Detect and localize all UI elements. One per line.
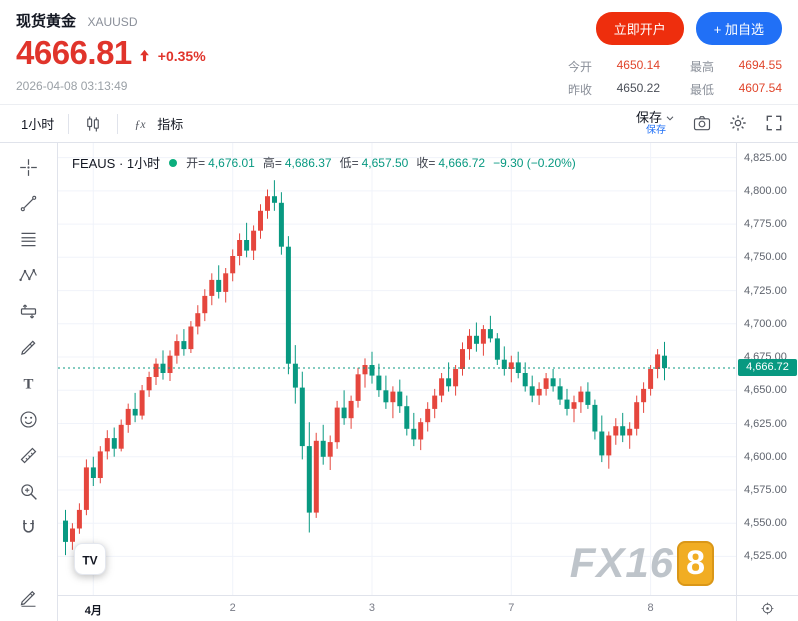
time-axis-label: 3	[368, 602, 376, 614]
last-price: 4666.81	[16, 34, 132, 71]
legend-label: 低=	[339, 156, 359, 170]
xabcd-pattern-tool-button[interactable]	[12, 257, 46, 293]
chart-pane[interactable]: FEAUS · 1小时 开= 4,676.01 高= 4,686.37 低= 4,657.…	[58, 143, 736, 595]
price-axis-label: 4,550.00	[744, 517, 787, 530]
trend-line-tool-button[interactable]	[12, 185, 46, 221]
last-price-tag: 4,666.72	[738, 359, 797, 377]
drawing-toolbar: T	[0, 143, 58, 621]
add-watchlist-button[interactable]: + 加自选	[695, 12, 782, 45]
time-axis[interactable]: 4月 2 3 7 8	[58, 596, 736, 621]
ruler-icon	[18, 445, 39, 466]
tv-logo-glyph: TV	[82, 554, 97, 568]
fx168-watermark: FX16 8	[570, 539, 714, 587]
symbol-code: XAUUSD	[87, 15, 138, 29]
chart-style-button[interactable]	[76, 110, 110, 138]
price-axis-label: 4,750.00	[744, 251, 787, 264]
chart-toolbar: 1小时 ƒx 指标 保存 保存	[0, 105, 798, 143]
trend-line-icon	[18, 193, 39, 214]
timestamp: 2026-04-08 03:13:49	[16, 79, 128, 93]
header: 现货黄金 XAUUSD 4666.81 +0.35% 2026-04-08 03…	[0, 0, 798, 105]
magnet-icon	[18, 517, 39, 538]
settings-gear-icon[interactable]	[728, 113, 748, 133]
price-axis-label: 4,825.00	[744, 151, 787, 164]
fx-icon: ƒx	[132, 114, 152, 134]
position-tool-icon	[18, 301, 39, 322]
zoom-icon	[18, 481, 39, 502]
axis-settings-icon[interactable]	[760, 601, 775, 616]
price-axis-label: 4,700.00	[744, 317, 787, 330]
arrow-up-icon	[137, 48, 152, 63]
text-tool-tool-button[interactable]: T	[12, 365, 46, 401]
fullscreen-icon[interactable]	[764, 113, 784, 133]
xabcd-pattern-icon	[18, 265, 39, 286]
watermark-text: FX16	[569, 539, 675, 586]
time-axis-label: 8	[647, 602, 654, 614]
time-axis-label: 4月	[84, 605, 102, 617]
edit-pencil-tool-button[interactable]	[12, 579, 46, 615]
price-axis-label: 4,775.00	[744, 218, 787, 231]
save-button[interactable]: 保存 保存	[636, 111, 676, 136]
price-axis-label: 4,525.00	[744, 550, 787, 563]
crosshair-tool-button[interactable]	[12, 149, 46, 185]
price-axis-label: 4,625.00	[744, 417, 787, 430]
fib-retracement-icon	[18, 229, 39, 250]
legend-ohlc: 开= 4,676.01 高= 4,686.37 低= 4,657.50 收= 4,666.72…	[186, 154, 576, 171]
crosshair-icon	[18, 157, 39, 178]
emoji-icon	[18, 409, 39, 430]
stat-high: 最高 4694.55	[690, 58, 782, 74]
legend-value: 4,686.37	[284, 155, 332, 170]
indicators-button[interactable]: ƒx 指标	[125, 110, 190, 138]
interval-button[interactable]: 1小时	[21, 117, 55, 132]
legend-value: 4,657.50	[361, 155, 409, 170]
brush-icon	[18, 337, 39, 358]
market-status-dot	[169, 158, 178, 167]
price-axis-label: 4,800.00	[744, 184, 787, 197]
svg-text:T: T	[24, 376, 34, 392]
stat-low: 最低 4607.54	[690, 81, 782, 97]
legend-label: 开=	[186, 156, 206, 170]
open-account-button[interactable]: 立即开户	[595, 12, 684, 45]
symbol-name: 现货黄金	[16, 13, 77, 30]
time-axis-label: 7	[508, 602, 515, 614]
save-link[interactable]: 保存	[645, 124, 666, 136]
stat-today-open: 今开 4650.14	[568, 58, 660, 74]
stat-prev-close: 昨收 4650.22	[568, 81, 660, 97]
divider	[117, 113, 119, 134]
brush-tool-button[interactable]	[12, 329, 46, 365]
legend-value: 4,666.72	[438, 155, 486, 170]
legend-label: 高=	[262, 156, 282, 170]
price-axis[interactable]: 4,666.72 4,825.00 4,800.00 4,775.00 4,750.0…	[736, 143, 798, 595]
series-title[interactable]: FEAUS · 1小时	[72, 156, 161, 171]
tradingview-logo[interactable]: TV	[74, 543, 106, 575]
divider	[68, 113, 70, 134]
price-axis-label: 4,725.00	[744, 284, 787, 297]
change-percent: +0.35%	[157, 48, 206, 64]
candles-icon	[83, 114, 103, 134]
quote-panel: 现货黄金 XAUUSD 4666.81 +0.35% 2026-04-08 03…	[16, 10, 206, 98]
emoji-tool-button[interactable]	[12, 401, 46, 437]
edit-pencil-icon	[18, 587, 39, 608]
legend-value: 4,676.01	[208, 155, 255, 170]
legend-label: 收=	[416, 156, 436, 170]
position-tool-tool-button[interactable]	[12, 293, 46, 329]
fib-retracement-tool-button[interactable]	[12, 221, 46, 257]
candlestick-chart[interactable]	[58, 143, 736, 595]
legend-change: −9.30 (−0.20%)	[493, 155, 576, 170]
magnet-tool-button[interactable]	[12, 509, 46, 545]
price-axis-label: 4,600.00	[744, 450, 787, 463]
watermark-badge: 8	[677, 540, 714, 586]
zoom-tool-button[interactable]	[12, 473, 46, 509]
caret-down-icon	[664, 112, 676, 124]
quote-stats: 今开 4650.14 最高 4694.55 昨收 4650.22 最低 4607…	[568, 58, 782, 98]
axis-corner	[736, 596, 798, 621]
price-axis-label: 4,650.00	[744, 384, 787, 397]
ruler-tool-button[interactable]	[12, 437, 46, 473]
svg-text:ƒx: ƒx	[135, 118, 147, 131]
time-axis-label: 2	[229, 602, 236, 614]
camera-icon[interactable]	[692, 113, 712, 133]
chart-legend: FEAUS · 1小时 开= 4,676.01 高= 4,686.37 低= 4,657.…	[72, 153, 576, 172]
price-axis-label: 4,575.00	[744, 483, 787, 496]
text-tool-icon: T	[18, 373, 39, 394]
